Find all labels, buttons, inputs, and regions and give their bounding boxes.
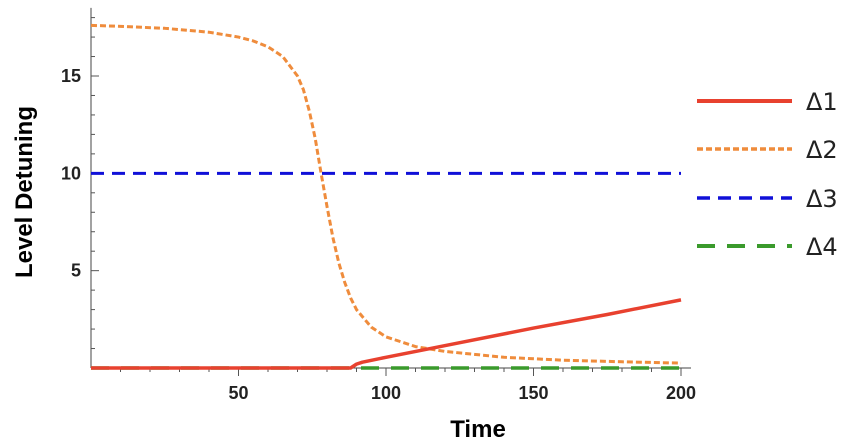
legend-label-1: Δ1 <box>806 88 838 116</box>
axes: 5 10 15 50 100 150 200 <box>61 7 696 403</box>
legend-label-4: Δ4 <box>806 233 838 261</box>
y-tick-label: 5 <box>71 261 81 281</box>
series-line-1 <box>91 298 682 370</box>
series-layer <box>90 23 682 370</box>
legend: Δ1 Δ2 Δ3 Δ4 <box>697 88 838 261</box>
legend-label-3: Δ3 <box>806 185 838 213</box>
y-tick-label: 15 <box>61 66 81 86</box>
y-tick-label: 10 <box>61 163 81 183</box>
y-axis-title: Level Detuning <box>11 106 38 278</box>
legend-label-2: Δ2 <box>806 136 838 164</box>
x-tick-label: 200 <box>666 383 696 403</box>
x-tick-label: 50 <box>228 383 248 403</box>
series-line-2 <box>90 23 682 365</box>
x-tick-label: 150 <box>518 383 548 403</box>
x-axis-title: Time <box>450 416 506 443</box>
x-tick-label: 100 <box>371 383 401 403</box>
